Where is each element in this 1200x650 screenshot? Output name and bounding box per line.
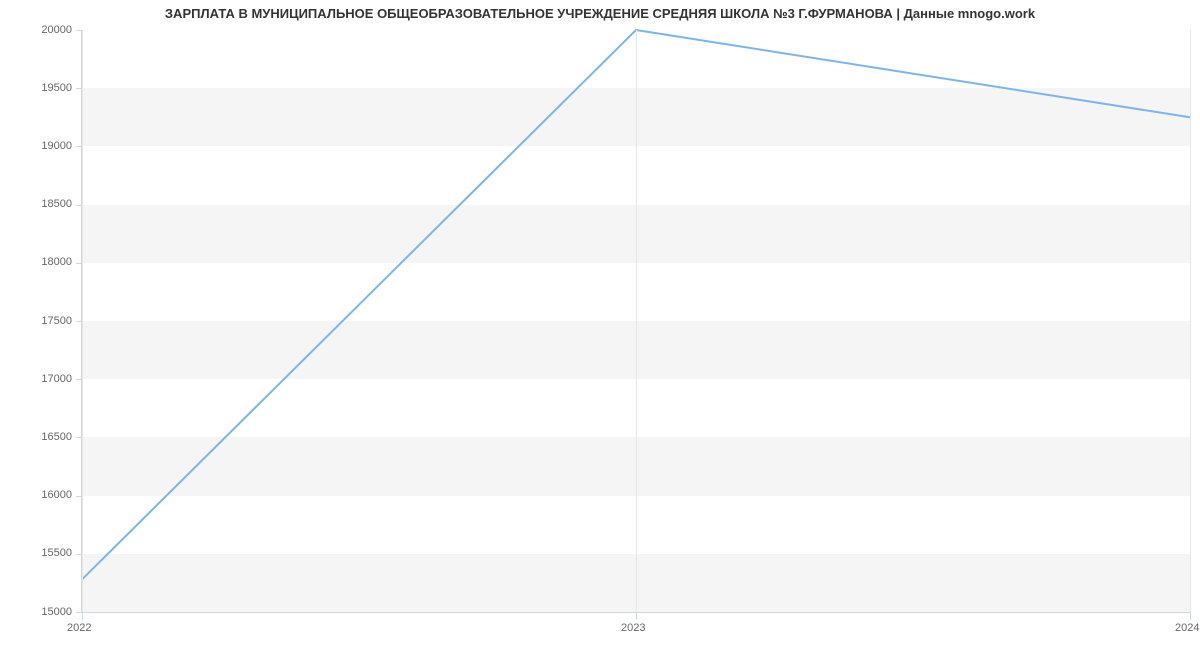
grid-line-x (636, 30, 637, 612)
y-tick (76, 437, 82, 438)
y-tick-label: 19500 (41, 82, 72, 94)
y-tick-label: 16000 (41, 489, 72, 501)
y-tick (76, 379, 82, 380)
y-tick-label: 19000 (41, 140, 72, 152)
y-tick-label: 18500 (41, 198, 72, 210)
y-tick (76, 321, 82, 322)
y-tick (76, 146, 82, 147)
x-tick (636, 612, 637, 620)
y-tick-label: 17500 (41, 315, 72, 327)
y-tick-label: 15000 (41, 606, 72, 618)
y-tick-label: 18000 (41, 256, 72, 268)
x-tick-label: 2022 (67, 622, 91, 634)
salary-line-chart: ЗАРПЛАТА В МУНИЦИПАЛЬНОЕ ОБЩЕОБРАЗОВАТЕЛ… (0, 0, 1200, 650)
grid-line-x (82, 30, 83, 612)
x-tick-label: 2024 (1175, 622, 1199, 634)
plot-area (82, 30, 1190, 612)
y-tick (76, 554, 82, 555)
y-tick (76, 263, 82, 264)
x-tick (1190, 612, 1191, 620)
x-tick-label: 2023 (621, 622, 645, 634)
y-tick (76, 205, 82, 206)
y-tick (76, 30, 82, 31)
y-tick-label: 20000 (41, 24, 72, 36)
y-tick-label: 16500 (41, 431, 72, 443)
x-tick (82, 612, 83, 620)
grid-line-x (1190, 30, 1191, 612)
y-tick-label: 17000 (41, 373, 72, 385)
y-tick (76, 496, 82, 497)
chart-title: ЗАРПЛАТА В МУНИЦИПАЛЬНОЕ ОБЩЕОБРАЗОВАТЕЛ… (0, 6, 1200, 21)
y-tick (76, 88, 82, 89)
y-tick-label: 15500 (41, 547, 72, 559)
